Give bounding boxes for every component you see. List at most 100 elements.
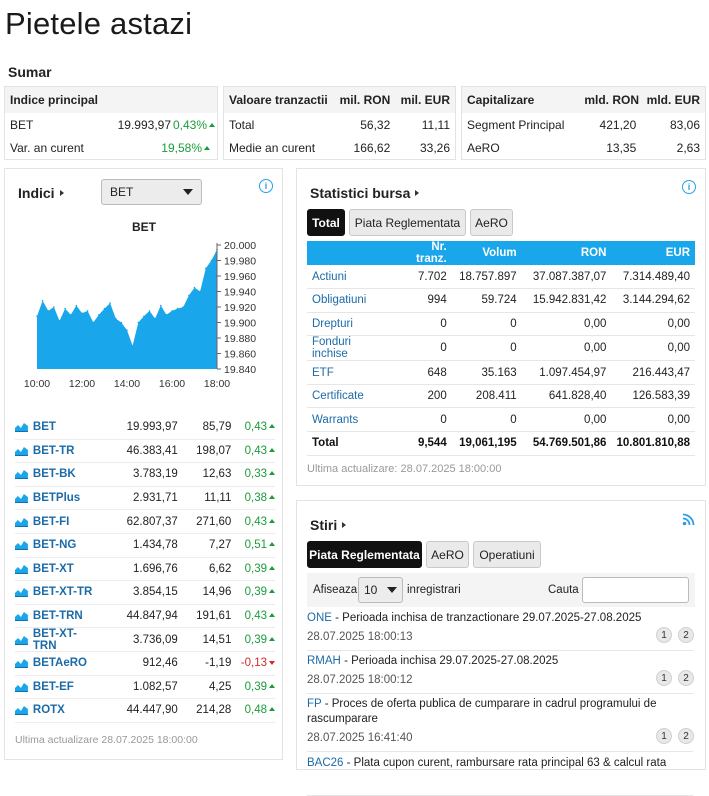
index-row[interactable]: BET-XT 1.696,76 6,62 0,39 — [15, 558, 275, 582]
search-input[interactable] — [582, 577, 689, 603]
chart-icon[interactable] — [15, 517, 28, 527]
valoare-col-ron: mil. RON — [339, 93, 391, 107]
row-label[interactable]: ETF — [307, 360, 395, 385]
news-item[interactable]: RMAH - Perioada inchisa 29.07.2025-27.08… — [307, 654, 694, 694]
news-title[interactable]: BAC26 - Plata cupon curent, rambursare r… — [307, 757, 667, 769]
chart-icon[interactable] — [15, 587, 28, 598]
chart-icon[interactable] — [15, 469, 28, 480]
tab-piata-reglementata[interactable]: Piata Reglementata — [349, 209, 466, 236]
index-row[interactable]: BET-TR 46.383,41 198,07 0,43 — [15, 440, 275, 464]
news-text[interactable]: Perioada inchisa 29.07.2025-27.08.2025 — [351, 655, 559, 667]
tab-operatiuni[interactable]: Operatiuni — [473, 541, 541, 568]
index-name[interactable]: BET-EF — [32, 680, 74, 693]
indici-title[interactable]: Indici — [18, 185, 64, 201]
index-pct: 0,43 — [231, 445, 275, 457]
news-title[interactable]: RMAH - Perioada inchisa 29.07.2025-27.08… — [307, 655, 559, 667]
chart-icon[interactable] — [15, 705, 28, 716]
valoare-label: Total — [229, 117, 255, 132]
index-change: 214,28 — [196, 704, 232, 717]
info-icon[interactable]: i — [259, 179, 273, 193]
statistici-title[interactable]: Statistici bursa — [310, 185, 420, 201]
index-row[interactable]: BET-XT-TR 3.854,15 14,96 0,39 — [15, 581, 275, 605]
news-item[interactable]: BAC26 - Plata cupon curent, rambursare r… — [307, 756, 693, 796]
news-code[interactable]: RMAH — [307, 655, 341, 667]
sumar-capitalizare-box: Capitalizare mld. RON mld. EUR Segment P… — [461, 86, 706, 160]
chart-icon[interactable] — [15, 540, 28, 551]
attachment-pill[interactable]: 2 — [678, 627, 694, 643]
chart-icon[interactable] — [15, 422, 28, 433]
index-name[interactable]: BET-NG — [32, 539, 77, 552]
attachment-pill[interactable]: 2 — [678, 670, 694, 686]
news-code[interactable]: FP — [307, 698, 322, 710]
attachment-pill[interactable]: 2 — [678, 728, 694, 744]
bet-point — [165, 314, 168, 316]
index-name[interactable]: BETPlus — [32, 492, 81, 505]
tab-aero[interactable]: AeRO — [470, 209, 513, 236]
y-tick-label: 19.960 — [224, 271, 256, 283]
chart-icon[interactable] — [15, 446, 28, 456]
page-size-select[interactable]: 10 — [358, 577, 403, 603]
chart-icon[interactable] — [15, 493, 28, 504]
arrow-up-icon — [269, 565, 275, 570]
page-title: Pietele astazi — [5, 6, 193, 41]
index-name[interactable]: BET — [32, 421, 56, 434]
index-row[interactable]: BET-FI 62.807,37 271,60 0,43 — [15, 510, 275, 534]
info-icon[interactable]: i — [682, 180, 696, 194]
index-row[interactable]: BET 19.993,97 85,79 0,43 — [15, 416, 275, 440]
bet-chart: BET 20.000 19.980 19.960 19.940 19.920 19.900… — [24, 220, 256, 390]
attachment-pill[interactable]: 1 — [656, 670, 672, 686]
index-select[interactable]: BET — [101, 179, 202, 205]
index-row[interactable]: BET-BK 3.783,19 12,63 0,33 — [15, 463, 275, 487]
index-row[interactable]: ROTX 44.447,90 214,28 0,48 — [15, 699, 275, 723]
row-label[interactable]: Obligatiuni — [307, 288, 395, 313]
index-name[interactable]: ROTX — [32, 704, 65, 717]
index-row[interactable]: BET-EF 1.082,57 4,25 0,39 — [15, 676, 275, 700]
var-an-value: 19,58% — [125, 141, 215, 155]
row-label[interactable]: Actiuni — [307, 265, 395, 290]
index-row[interactable]: BET-XT-TRN 3.736,09 14,51 0,39 — [15, 628, 275, 652]
news-code[interactable]: ONE — [307, 612, 332, 624]
news-title[interactable]: ONE - Perioada inchisa de tranzactionare… — [307, 612, 642, 624]
chart-icon[interactable] — [15, 564, 28, 574]
index-name[interactable]: BETAeRO — [32, 657, 88, 670]
chart-icon[interactable] — [15, 682, 28, 692]
index-name[interactable]: BET-TR — [32, 444, 75, 457]
stiri-title[interactable]: Stiri — [310, 517, 347, 533]
index-pct: 0,43 — [231, 421, 275, 433]
rss-icon[interactable] — [682, 513, 695, 526]
news-text[interactable]: Plata cupon curent, rambursare rata prin… — [353, 757, 667, 769]
news-text[interactable]: Perioada inchisa de tranzactionare 29.07… — [342, 612, 642, 624]
chart-icon[interactable] — [15, 635, 28, 645]
chart-title: BET — [132, 220, 157, 234]
row-label[interactable]: Drepturi — [307, 312, 395, 337]
news-date: 28.07.2025 16:41:40 — [307, 732, 413, 744]
news-text[interactable]: Proces de oferta publica de cumparare in… — [307, 698, 657, 725]
tab-total[interactable]: Total — [307, 209, 345, 236]
news-item[interactable]: ONE - Perioada inchisa de tranzactionare… — [307, 611, 694, 651]
index-name[interactable]: BET-XT-TRN — [32, 627, 77, 652]
news-title[interactable]: FP - Proces de oferta publica de cumpara… — [307, 698, 657, 725]
index-name[interactable]: BET-BK — [32, 468, 76, 481]
row-label[interactable]: Fonduri inchise — [307, 335, 395, 362]
arrow-up-icon — [269, 495, 275, 500]
index-row[interactable]: BET-NG 1.434,78 7,27 0,51 — [15, 534, 275, 558]
chart-icon[interactable] — [15, 658, 28, 669]
tab-aero[interactable]: AeRO — [426, 541, 469, 568]
index-name[interactable]: BET-FI — [32, 515, 70, 528]
attachment-pill[interactable]: 1 — [656, 627, 672, 643]
chart-icon[interactable] — [15, 611, 28, 622]
news-code[interactable]: BAC26 — [307, 757, 344, 769]
index-row[interactable]: BETPlus 2.931,71 11,11 0,38 — [15, 487, 275, 511]
tab-piata-reglementata[interactable]: Piata Reglementata — [307, 541, 422, 568]
cell-tranzactii: 0 — [394, 407, 452, 433]
arrow-up-icon — [269, 542, 275, 547]
index-name[interactable]: BET-XT — [32, 562, 74, 575]
index-row[interactable]: BET-TRN 44.847,94 191,61 0,43 — [15, 605, 275, 629]
row-label[interactable]: Warrants — [307, 407, 395, 433]
index-name[interactable]: BET-XT-TR — [32, 586, 93, 599]
row-label[interactable]: Certificate — [307, 384, 395, 409]
index-row[interactable]: BETAeRO 912,46 -1,19 -0,13 — [15, 652, 275, 676]
news-item[interactable]: FP - Proces de oferta publica de cumpara… — [307, 697, 694, 752]
attachment-pill[interactable]: 1 — [656, 728, 672, 744]
index-name[interactable]: BET-TRN — [32, 610, 83, 623]
